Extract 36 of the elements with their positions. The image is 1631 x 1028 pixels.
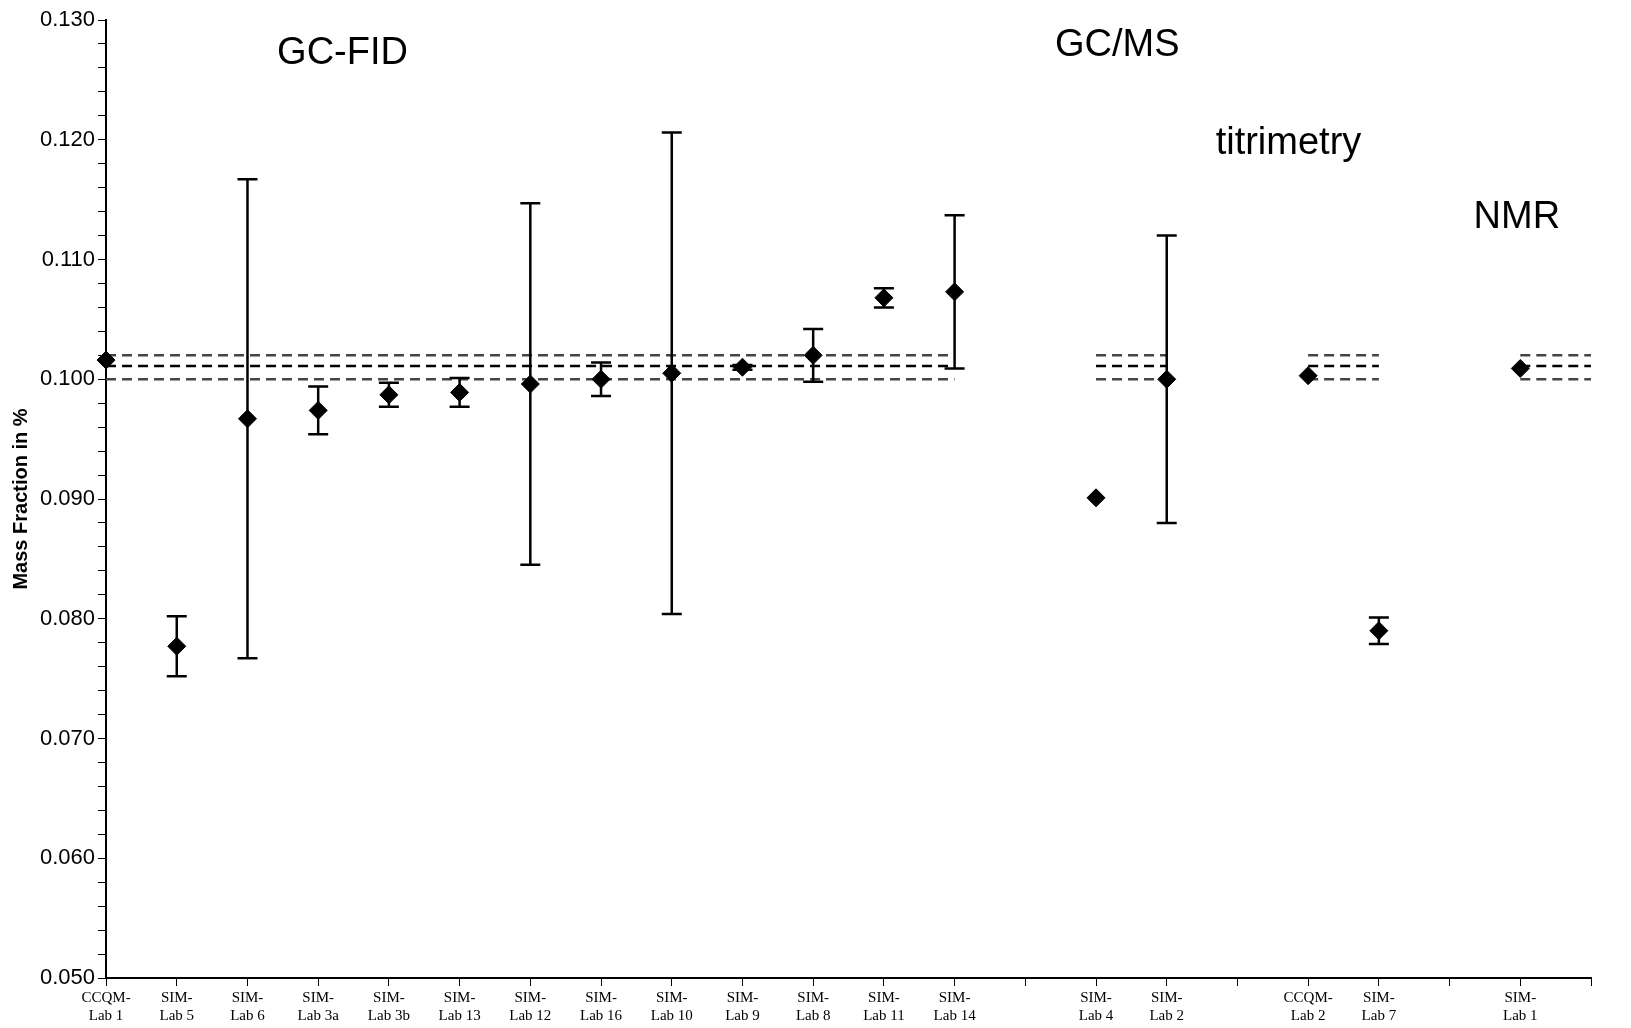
x-tick-label: CCQM-Lab 2 (1283, 988, 1333, 1023)
x-tick-label: SIM-Lab 16 (580, 988, 623, 1023)
annotation: titrimetry (1215, 120, 1362, 163)
x-tick-label: SIM-Lab 14 (933, 988, 977, 1023)
x-tick-label: CCQM-Lab 1 (81, 988, 131, 1023)
y-tick-label: 0.120 (39, 125, 96, 151)
y-tick-label: 0.070 (39, 724, 96, 750)
x-tick-label: SIM-Lab 5 (159, 988, 195, 1023)
y-tick-label: 0.060 (39, 844, 96, 870)
point (96, 350, 116, 370)
x-tick-label: SIM-Lab 10 (650, 988, 693, 1023)
x-tick-label: SIM-Lab 2 (1149, 988, 1185, 1023)
x-tick-label: SIM-Lab 3b (367, 988, 410, 1023)
x-tick-label: SIM-Lab 13 (438, 988, 481, 1023)
x-tick-label: SIM-Lab 4 (1078, 988, 1114, 1023)
annotation: NMR (1473, 194, 1561, 237)
x-tick-label: SIM-Lab 8 (795, 988, 831, 1023)
point (1510, 358, 1530, 378)
x-tick-label: SIM-Lab 6 (230, 988, 266, 1023)
x-tick-label: SIM-Lab 1 (1503, 988, 1538, 1023)
annotation: GC/MS (1054, 21, 1180, 64)
annotation: GC-FID (277, 29, 408, 72)
y-tick-label: 0.090 (39, 485, 96, 511)
x-tick-label: SIM-Lab 12 (509, 988, 552, 1023)
x-tick-label: SIM-Lab 9 (725, 988, 760, 1023)
y-axis-title: Mass Fraction in % (8, 408, 31, 590)
y-tick-label: 0.130 (39, 6, 96, 32)
point (1298, 366, 1318, 386)
y-tick-label: 0.100 (39, 365, 96, 391)
x-tick-label: SIM-Lab 11 (863, 988, 905, 1023)
point (1086, 488, 1106, 508)
y-tick-label: 0.110 (41, 245, 96, 271)
x-tick-label: SIM-Lab 7 (1361, 988, 1397, 1023)
y-tick-label: 0.080 (39, 604, 96, 630)
x-tick-label: SIM-Lab 3a (297, 988, 340, 1023)
y-tick-label: 0.050 (39, 964, 96, 990)
